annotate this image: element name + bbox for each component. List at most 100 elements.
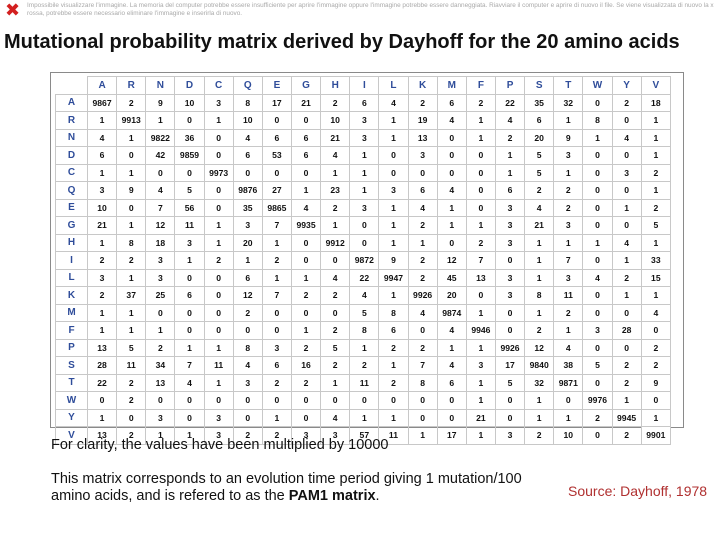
matrix-cell: 33: [640, 251, 672, 270]
matrix-cell: 4: [436, 111, 467, 130]
row-header: K: [55, 286, 88, 305]
matrix-cell: 9: [553, 128, 584, 147]
column-header: I: [349, 76, 380, 95]
matrix-cell: 5: [524, 146, 555, 165]
matrix-cell: 1: [349, 338, 380, 357]
matrix-cell: 1: [116, 321, 147, 340]
matrix-cell: 1: [640, 146, 672, 165]
matrix-cell: 3: [349, 111, 380, 130]
matrix-cell: 1: [320, 216, 351, 235]
source-citation: Source: Dayhoff, 1978: [568, 483, 708, 499]
matrix-cell: 2: [611, 356, 642, 375]
matrix-cell-diagonal: 9912: [320, 233, 351, 252]
column-header: Y: [611, 76, 642, 95]
matrix-cell: 2: [465, 233, 496, 252]
matrix-cell: 1: [145, 111, 176, 130]
matrix-cell: 0: [203, 303, 234, 322]
matrix-cell: 0: [203, 286, 234, 305]
matrix-cell: 1: [203, 233, 234, 252]
matrix-cell: 4: [436, 181, 467, 200]
matrix-cell: 8: [116, 233, 147, 252]
matrix-cell: 0: [494, 408, 526, 427]
matrix-cell: 1: [465, 391, 496, 410]
matrix-cell: 21: [465, 408, 496, 427]
matrix-row: F 1 1 1 0 0 0 0 1 2 8 6 0 4 9946 0 2 1 3 28 0: [55, 321, 672, 340]
matrix-row: A 9867 2 9 10 3 8 17 21 2 6 4 2 6 2 22 35 32 0 2 18: [55, 93, 672, 112]
matrix-cell: 45: [436, 268, 467, 287]
matrix-cell: 0: [407, 163, 438, 182]
matrix-cell: 17: [261, 93, 292, 112]
matrix-cell: 1: [86, 111, 118, 130]
matrix-cell: 0: [611, 146, 642, 165]
matrix-cell: 2: [407, 268, 438, 287]
column-header: Q: [232, 76, 263, 95]
matrix-cell: 1: [553, 163, 584, 182]
matrix-cell: 5: [582, 356, 613, 375]
matrix-cell: 0: [116, 198, 147, 217]
matrix-cell: 22: [86, 373, 118, 392]
row-header: P: [55, 338, 88, 357]
row-header: M: [55, 303, 88, 322]
matrix-cell: 6: [436, 373, 467, 392]
matrix-cell: 4: [378, 93, 409, 112]
matrix-row: Q 3 9 4 5 0 9876 27 1 23 1 3 6 4 0 6 2 2 0 0 1: [55, 181, 672, 200]
matrix-cell: 13: [86, 426, 118, 445]
matrix-cell: 0: [203, 321, 234, 340]
matrix-cell: 8: [232, 338, 263, 357]
matrix-cell: 2: [261, 373, 292, 392]
matrix-cell: 11: [116, 356, 147, 375]
matrix-cell: 9: [378, 251, 409, 270]
matrix-cell: 6: [349, 93, 380, 112]
row-header: F: [55, 321, 88, 340]
matrix-cell: 0: [290, 408, 322, 427]
matrix-cell: 0: [582, 373, 613, 392]
matrix-cell: 3: [349, 198, 380, 217]
matrix-cell: 4: [174, 373, 205, 392]
matrix-cell: 18: [145, 233, 176, 252]
matrix-cell: 2: [116, 251, 147, 270]
matrix-cell: 1: [86, 163, 118, 182]
matrix-cell: 3: [145, 268, 176, 287]
matrix-cell: 0: [465, 163, 496, 182]
matrix-cell: 1: [320, 373, 351, 392]
matrix-cell-diagonal: 9935: [290, 216, 322, 235]
matrix-cell: 12: [145, 216, 176, 235]
matrix-cell: 0: [611, 181, 642, 200]
matrix-cell: 2: [320, 93, 351, 112]
matrix-cell: 0: [290, 233, 322, 252]
matrix-cell: 0: [582, 426, 613, 445]
column-header: L: [378, 76, 409, 95]
matrix-cell: 4: [436, 356, 467, 375]
matrix-cell: 3: [494, 198, 526, 217]
matrix-cell: 1: [611, 286, 642, 305]
matrix-cell: 7: [261, 216, 292, 235]
matrix-cell: 7: [261, 286, 292, 305]
matrix-row: C 1 1 0 0 9973 0 0 0 1 1 0 0 0 0 1 5 1 0 3 2: [55, 163, 672, 182]
matrix-cell: 3: [203, 408, 234, 427]
matrix-cell: 3: [407, 146, 438, 165]
matrix-cell: 3: [494, 233, 526, 252]
matrix-cell: 0: [261, 111, 292, 130]
matrix-cell: 2: [524, 321, 555, 340]
matrix-cell: 13: [145, 373, 176, 392]
matrix-cell: 6: [232, 146, 263, 165]
matrix-cell: 1: [640, 181, 672, 200]
matrix-cell: 3: [494, 216, 526, 235]
matrix-cell: 1: [378, 216, 409, 235]
matrix-cell: 11: [378, 426, 409, 445]
matrix-cell: 1: [494, 163, 526, 182]
matrix-cell: 0: [582, 338, 613, 357]
matrix-cell: 0: [174, 303, 205, 322]
matrix-row: W 0 2 0 0 0 0 0 0 0 0 0 0 0 1 0 1 0 9976 1 0: [55, 391, 672, 410]
column-header: W: [582, 76, 613, 95]
matrix-cell: 2: [261, 251, 292, 270]
matrix-cell: 9: [145, 93, 176, 112]
matrix-cell: 0: [232, 163, 263, 182]
matrix-cell: 0: [174, 408, 205, 427]
matrix-cell: 20: [524, 128, 555, 147]
matrix-row: I 2 2 3 1 2 1 2 0 0 9872 9 2 12 7 0 1 7 0 1 33: [55, 251, 672, 270]
matrix-cell: 0: [640, 391, 672, 410]
matrix-cell: 4: [407, 198, 438, 217]
matrix-cell: 3: [465, 356, 496, 375]
matrix-cell: 1: [145, 426, 176, 445]
